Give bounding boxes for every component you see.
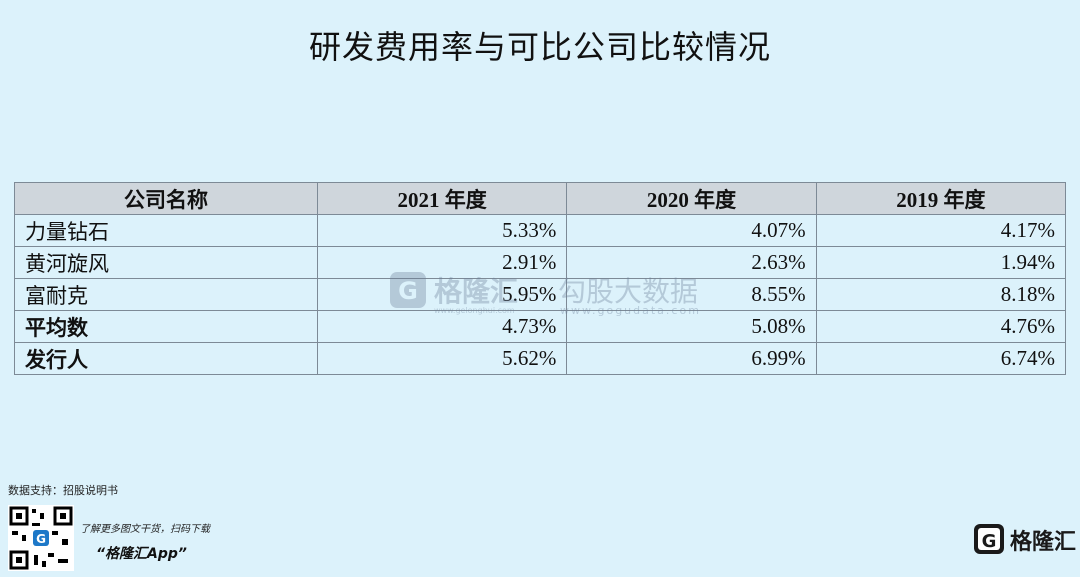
column-header: 公司名称 [14,182,318,215]
company-cell: 力量钻石 [14,214,318,247]
rate-cell: 5.62% [316,342,568,375]
promo-text: 了解更多图文干货，扫码下载 [80,524,210,535]
rate-cell: 2.91% [316,246,568,279]
rate-cell: 4.17% [815,214,1067,247]
source-note: 数据支持：招股说明书 [8,484,118,497]
column-header: 2021 年度 [316,182,568,215]
table-row: 富耐克 5.95% 8.55% 8.18% [14,278,1067,311]
svg-text:G: G [982,531,997,552]
company-cell: 发行人 [14,342,318,375]
qr-code: G [8,505,74,571]
data-table: 公司名称 2021 年度 2020 年度 2019 年度 力量钻石 5.33% 4.… [14,182,1067,375]
watermark-brand: 格隆汇 [434,275,519,308]
rate-cell: 5.33% [316,214,568,247]
rate-cell: 4.73% [316,310,568,343]
header-row: 公司名称 2021 年度 2020 年度 2019 年度 [14,182,1067,215]
rate-cell: 4.07% [566,214,817,247]
table-row: 平均数 4.73% 5.08% 4.76% [14,310,1067,343]
company-cell: 黄河旋风 [14,246,318,279]
watermark-partner-url: www.gogudata.com [560,304,701,317]
logo-icon: G [974,524,1004,554]
app-name: “格隆汇App” [96,546,187,562]
rate-cell: 1.94% [815,246,1067,279]
table-row: 发行人 5.62% 6.99% 6.74% [14,342,1067,375]
rate-cell: 8.18% [815,278,1067,311]
column-header: 2020 年度 [566,182,817,215]
rate-cell: 6.99% [566,342,817,375]
svg-text:G: G [36,532,46,546]
rate-cell: 2.63% [566,246,817,279]
column-header: 2019 年度 [815,182,1067,215]
company-cell: 富耐克 [14,278,318,311]
title: 研发费用率与可比公司比较情况 [308,28,771,66]
svg-text:G: G [398,277,418,305]
logo-text: 格隆汇 [1010,530,1077,555]
watermark-partner: 勾股大数据 [558,275,699,308]
watermark-icon: G [390,272,426,308]
rate-cell: 6.74% [815,342,1067,375]
table-row: 黄河旋风 2.91% 2.63% 1.94% [14,246,1067,279]
rate-cell: 5.95% [316,278,568,311]
rate-cell: 4.76% [815,310,1067,343]
watermark-brand-url: www.gelonghui.com [434,306,515,315]
table-row: 力量钻石 5.33% 4.07% 4.17% [14,214,1067,247]
company-cell: 平均数 [14,310,318,343]
